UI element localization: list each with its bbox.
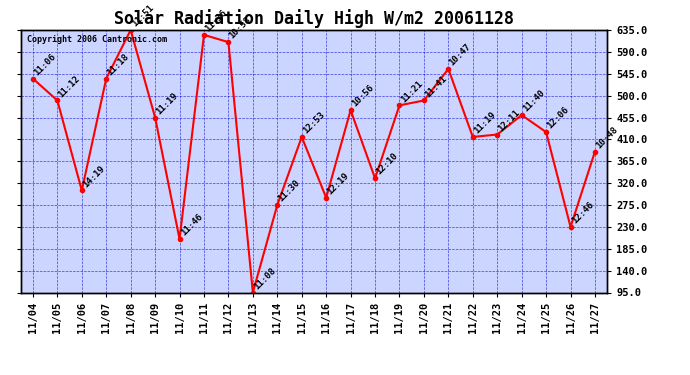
Text: 10:48: 10:48 bbox=[594, 125, 620, 150]
Text: 11:30: 11:30 bbox=[277, 178, 302, 204]
Text: 14:19: 14:19 bbox=[81, 164, 106, 189]
Text: 12:10: 12:10 bbox=[374, 152, 400, 177]
Text: 11:46: 11:46 bbox=[179, 212, 204, 238]
Text: 11:51: 11:51 bbox=[130, 3, 155, 28]
Text: 12:11: 12:11 bbox=[496, 108, 522, 133]
Text: 12:53: 12:53 bbox=[301, 110, 326, 136]
Text: 12:06: 12:06 bbox=[545, 105, 571, 131]
Text: 11:19: 11:19 bbox=[472, 110, 497, 136]
Text: 11:18: 11:18 bbox=[106, 52, 131, 77]
Text: 11:12: 11:12 bbox=[57, 74, 82, 99]
Text: 11:36: 11:36 bbox=[203, 8, 228, 33]
Text: 11:06: 11:06 bbox=[32, 52, 57, 77]
Text: 11:08: 11:08 bbox=[252, 266, 277, 291]
Text: 11:21: 11:21 bbox=[399, 79, 424, 104]
Text: Copyright 2006 Cantronic.com: Copyright 2006 Cantronic.com bbox=[26, 35, 166, 44]
Text: 10:56: 10:56 bbox=[350, 84, 375, 109]
Text: 11:41: 11:41 bbox=[423, 74, 448, 99]
Text: 11:40: 11:40 bbox=[521, 88, 546, 114]
Text: 11:19: 11:19 bbox=[155, 91, 179, 116]
Text: 12:19: 12:19 bbox=[326, 171, 351, 196]
Title: Solar Radiation Daily High W/m2 20061128: Solar Radiation Daily High W/m2 20061128 bbox=[114, 9, 514, 28]
Text: 12:46: 12:46 bbox=[570, 200, 595, 225]
Text: 10:58: 10:58 bbox=[228, 15, 253, 41]
Text: 10:47: 10:47 bbox=[448, 42, 473, 68]
